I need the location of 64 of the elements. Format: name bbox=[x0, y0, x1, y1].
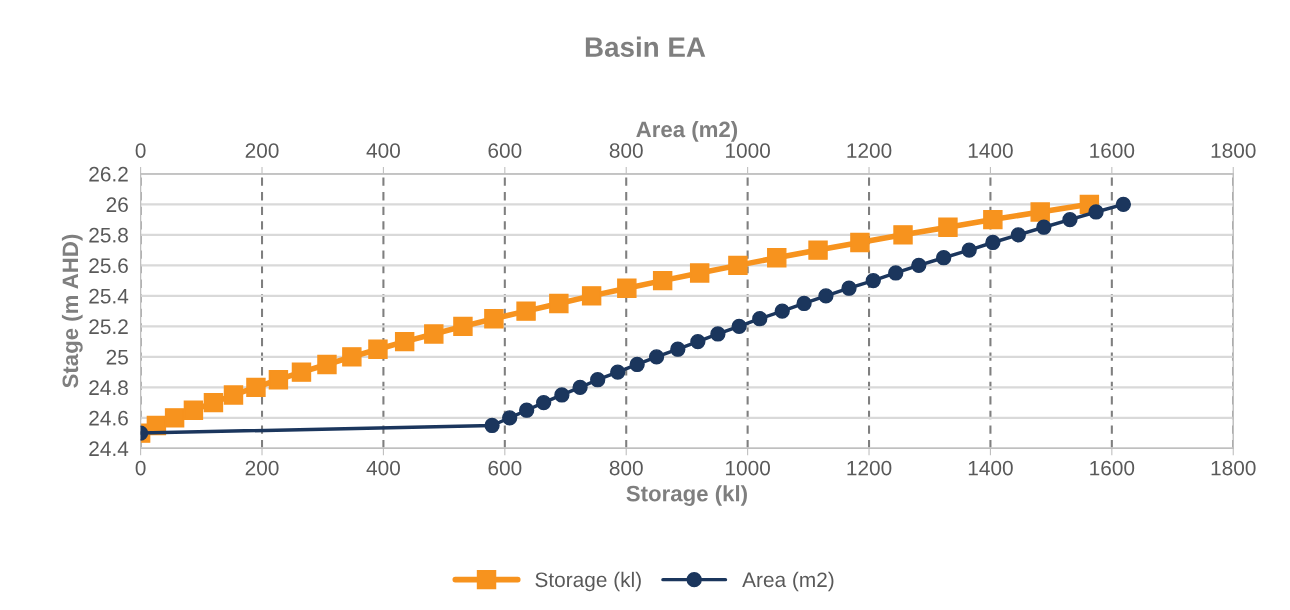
point bbox=[617, 278, 637, 298]
legend-label: Storage (kl) bbox=[535, 571, 641, 592]
x2-tick-label: 1000 bbox=[726, 143, 770, 158]
x2-tick-label: 400 bbox=[366, 143, 400, 158]
point bbox=[728, 255, 748, 276]
y-tick-label: 26.2 bbox=[89, 166, 128, 182]
y-tick-label: 25.4 bbox=[89, 288, 129, 304]
point bbox=[183, 400, 204, 420]
x2-tick-label: 800 bbox=[609, 143, 643, 158]
point bbox=[516, 301, 536, 321]
point bbox=[983, 209, 1003, 230]
x-tick-label: 1400 bbox=[968, 460, 1013, 476]
x2-tick-label: 1600 bbox=[1090, 143, 1135, 158]
point bbox=[652, 270, 673, 291]
x2-axis-title: Area (m2) bbox=[636, 120, 738, 142]
point bbox=[850, 232, 870, 253]
point bbox=[893, 225, 913, 245]
point bbox=[394, 331, 415, 352]
x2-tick-label: 200 bbox=[245, 143, 279, 158]
chart-title: Basin EA bbox=[585, 36, 706, 57]
y-tick-label: 25.8 bbox=[89, 227, 128, 243]
y-tick-label: 24.4 bbox=[89, 441, 129, 456]
x2-tick-label: 1800 bbox=[1211, 143, 1256, 158]
point bbox=[291, 362, 312, 382]
x-tick-label: 800 bbox=[609, 460, 643, 476]
point bbox=[938, 217, 958, 237]
x-tick-label: 1200 bbox=[847, 460, 892, 476]
x-tick-label: 200 bbox=[245, 460, 279, 476]
point bbox=[424, 324, 444, 344]
x-tick-label: 400 bbox=[366, 460, 400, 476]
point bbox=[268, 370, 289, 390]
x-tick-label: 1800 bbox=[1211, 460, 1256, 476]
y-tick-label: 25.6 bbox=[89, 258, 128, 274]
y-axis-title: Stage (m AHD) bbox=[61, 234, 83, 388]
x-tick-label: 600 bbox=[488, 460, 522, 476]
y-tick-label: 24.8 bbox=[89, 380, 128, 396]
x2-tick-label: 1200 bbox=[847, 143, 892, 158]
point bbox=[342, 347, 362, 367]
point bbox=[164, 408, 185, 428]
y-tick-label: 24.6 bbox=[89, 410, 128, 426]
point bbox=[767, 248, 787, 268]
y-tick-label: 25 bbox=[106, 349, 128, 365]
point bbox=[484, 309, 504, 329]
legend-label: Area (m2) bbox=[742, 571, 834, 592]
y-tick-label: 25.2 bbox=[89, 319, 128, 335]
x-tick-label: 0 bbox=[135, 460, 146, 476]
x2-tick-label: 1400 bbox=[968, 143, 1013, 158]
y-tick-label: 26 bbox=[106, 197, 128, 213]
x2-tick-label: 0 bbox=[135, 143, 146, 158]
point bbox=[317, 354, 337, 375]
point bbox=[1030, 202, 1050, 222]
point bbox=[368, 339, 388, 359]
point bbox=[223, 385, 244, 405]
x2-tick-label: 600 bbox=[488, 143, 522, 158]
point bbox=[246, 377, 266, 398]
point bbox=[453, 316, 473, 337]
x-tick-label: 1600 bbox=[1090, 460, 1135, 476]
point bbox=[808, 240, 828, 260]
point bbox=[689, 263, 710, 283]
x-axis-title: Storage (kl) bbox=[626, 485, 747, 506]
point bbox=[203, 392, 224, 413]
point bbox=[581, 286, 602, 306]
x-tick-label: 1000 bbox=[726, 460, 770, 476]
point bbox=[549, 293, 569, 314]
